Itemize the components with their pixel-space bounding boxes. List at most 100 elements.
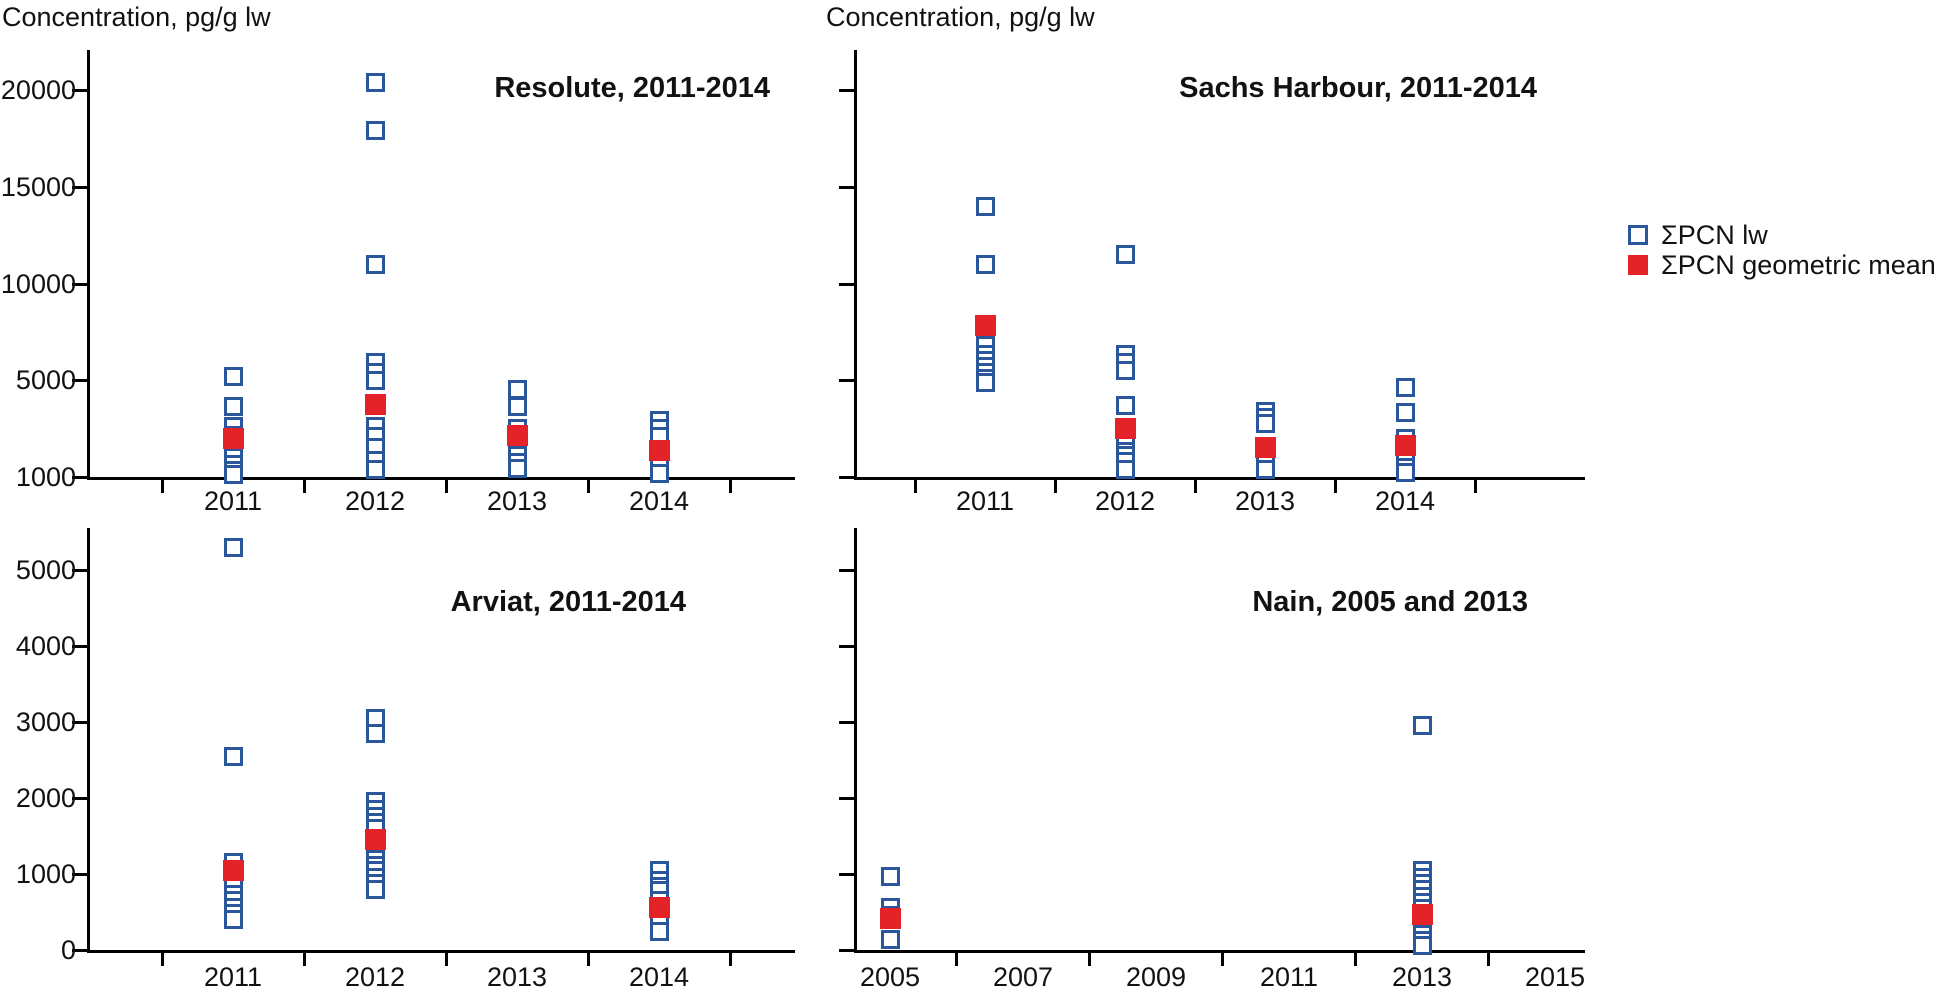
y-axis-tick [72, 721, 88, 724]
x-tick-label: 2015 [1524, 962, 1586, 992]
pcn-lw-marker [223, 910, 243, 930]
x-tick-label: 2009 [1125, 962, 1187, 992]
pcn-lw-marker [1412, 716, 1432, 736]
geometric-mean-marker [364, 829, 386, 851]
x-axis-tick [302, 480, 306, 493]
y-axis-tick [839, 476, 855, 479]
geometric-mean-marker [506, 425, 528, 447]
y-tick-label: 15000 [0, 172, 76, 202]
x-tick-label: 2012 [344, 486, 406, 516]
y-axis [87, 528, 90, 953]
pcn-lw-marker [1115, 395, 1135, 415]
y-axis-title-left: Concentration, pg/g lw [2, 2, 271, 32]
geometric-mean-marker [974, 315, 996, 337]
legend-open-square-icon [1628, 225, 1648, 245]
y-axis-tick [72, 797, 88, 800]
pcn-lw-marker [649, 463, 669, 483]
y-axis-tick [72, 379, 88, 382]
y-tick-label: 3000 [15, 707, 76, 737]
pcn-lw-marker [1395, 462, 1415, 482]
y-tick-label: 2000 [15, 783, 76, 813]
pcn-lw-marker [365, 254, 385, 274]
y-axis-tick [839, 379, 855, 382]
x-axis-tick [913, 480, 917, 493]
pcn-lw-marker [1115, 460, 1135, 480]
pcn-lw-marker [1395, 403, 1415, 423]
pcn-lw-marker [1412, 935, 1432, 955]
panel-title: Nain, 2005 and 2013 [1252, 586, 1528, 618]
geometric-mean-marker [364, 393, 386, 415]
pcn-lw-marker [223, 537, 243, 557]
geometric-mean-marker [648, 439, 670, 461]
legend-label-pcn-lw: ΣPCN lw [1661, 220, 1768, 250]
y-axis-tick [839, 721, 855, 724]
y-tick-label: 4000 [15, 631, 76, 661]
pcn-lw-marker [1395, 377, 1415, 397]
y-tick-label: 1000 [15, 859, 76, 889]
geometric-mean-marker [1411, 903, 1433, 925]
y-axis-tick [839, 186, 855, 189]
x-axis [87, 477, 795, 480]
y-axis [854, 50, 857, 480]
y-axis-tick [839, 569, 855, 572]
geometric-mean-marker [879, 907, 901, 929]
pcn-lw-marker [1115, 245, 1135, 265]
x-tick-label: 2011 [955, 486, 1015, 516]
y-axis-tick [72, 476, 88, 479]
x-tick-label: 2005 [859, 962, 921, 992]
x-tick-label: 2011 [203, 962, 263, 992]
pcn-lw-marker [223, 366, 243, 386]
x-axis-tick [586, 953, 590, 966]
x-axis-tick [1220, 953, 1224, 966]
legend-filled-square-icon [1628, 255, 1648, 275]
pcn-lw-marker [507, 458, 527, 478]
pcn-lw-marker [223, 465, 243, 485]
pcn-lw-marker [365, 460, 385, 480]
geometric-mean-marker [648, 896, 670, 918]
x-axis-tick [160, 480, 164, 493]
pcn-lw-marker [223, 397, 243, 417]
pcn-lw-marker [507, 397, 527, 417]
x-tick-label: 2012 [344, 962, 406, 992]
y-tick-label: 0 [60, 935, 76, 965]
y-tick-label: 20000 [0, 75, 76, 105]
legend-label-geometric-mean: ΣPCN geometric mean [1661, 250, 1936, 280]
pcn-lw-marker [975, 372, 995, 392]
y-tick-label: 5000 [15, 555, 76, 585]
x-axis [854, 477, 1585, 480]
x-axis-tick [586, 480, 590, 493]
x-tick-label: 2011 [1259, 962, 1319, 992]
panel-title: Sachs Harbour, 2011-2014 [1179, 72, 1537, 104]
x-tick-label: 2011 [203, 486, 263, 516]
pcn-lw-marker [223, 746, 243, 766]
pcn-lw-marker [975, 254, 995, 274]
x-axis-tick [1486, 953, 1490, 966]
x-tick-label: 2013 [486, 962, 548, 992]
x-tick-label: 2013 [1234, 486, 1296, 516]
pcn-lw-marker [365, 121, 385, 141]
y-axis-tick [839, 797, 855, 800]
pcn-lw-marker [1115, 360, 1135, 380]
x-tick-label: 2014 [628, 962, 690, 992]
y-tick-label: 1000 [15, 462, 76, 492]
pcn-lw-marker [1255, 460, 1275, 480]
pcn-lw-marker [880, 929, 900, 949]
x-axis-tick [444, 480, 448, 493]
pcn-lw-marker [1255, 414, 1275, 434]
geometric-mean-marker [1394, 434, 1416, 456]
x-axis-tick [954, 953, 958, 966]
x-axis [854, 950, 1585, 953]
x-axis-tick [1193, 480, 1197, 493]
y-axis-tick [839, 282, 855, 286]
x-axis-tick [728, 953, 732, 966]
x-axis-tick [728, 480, 732, 493]
pcn-lw-marker [365, 72, 385, 92]
x-tick-label: 2007 [992, 962, 1054, 992]
y-axis-tick [839, 645, 855, 648]
y-axis-tick [72, 89, 88, 92]
x-axis-tick [302, 953, 306, 966]
panel-title: Arviat, 2011-2014 [450, 586, 686, 618]
pcn-lw-marker [880, 866, 900, 886]
geometric-mean-marker [222, 859, 244, 881]
y-axis-tick [72, 873, 88, 876]
